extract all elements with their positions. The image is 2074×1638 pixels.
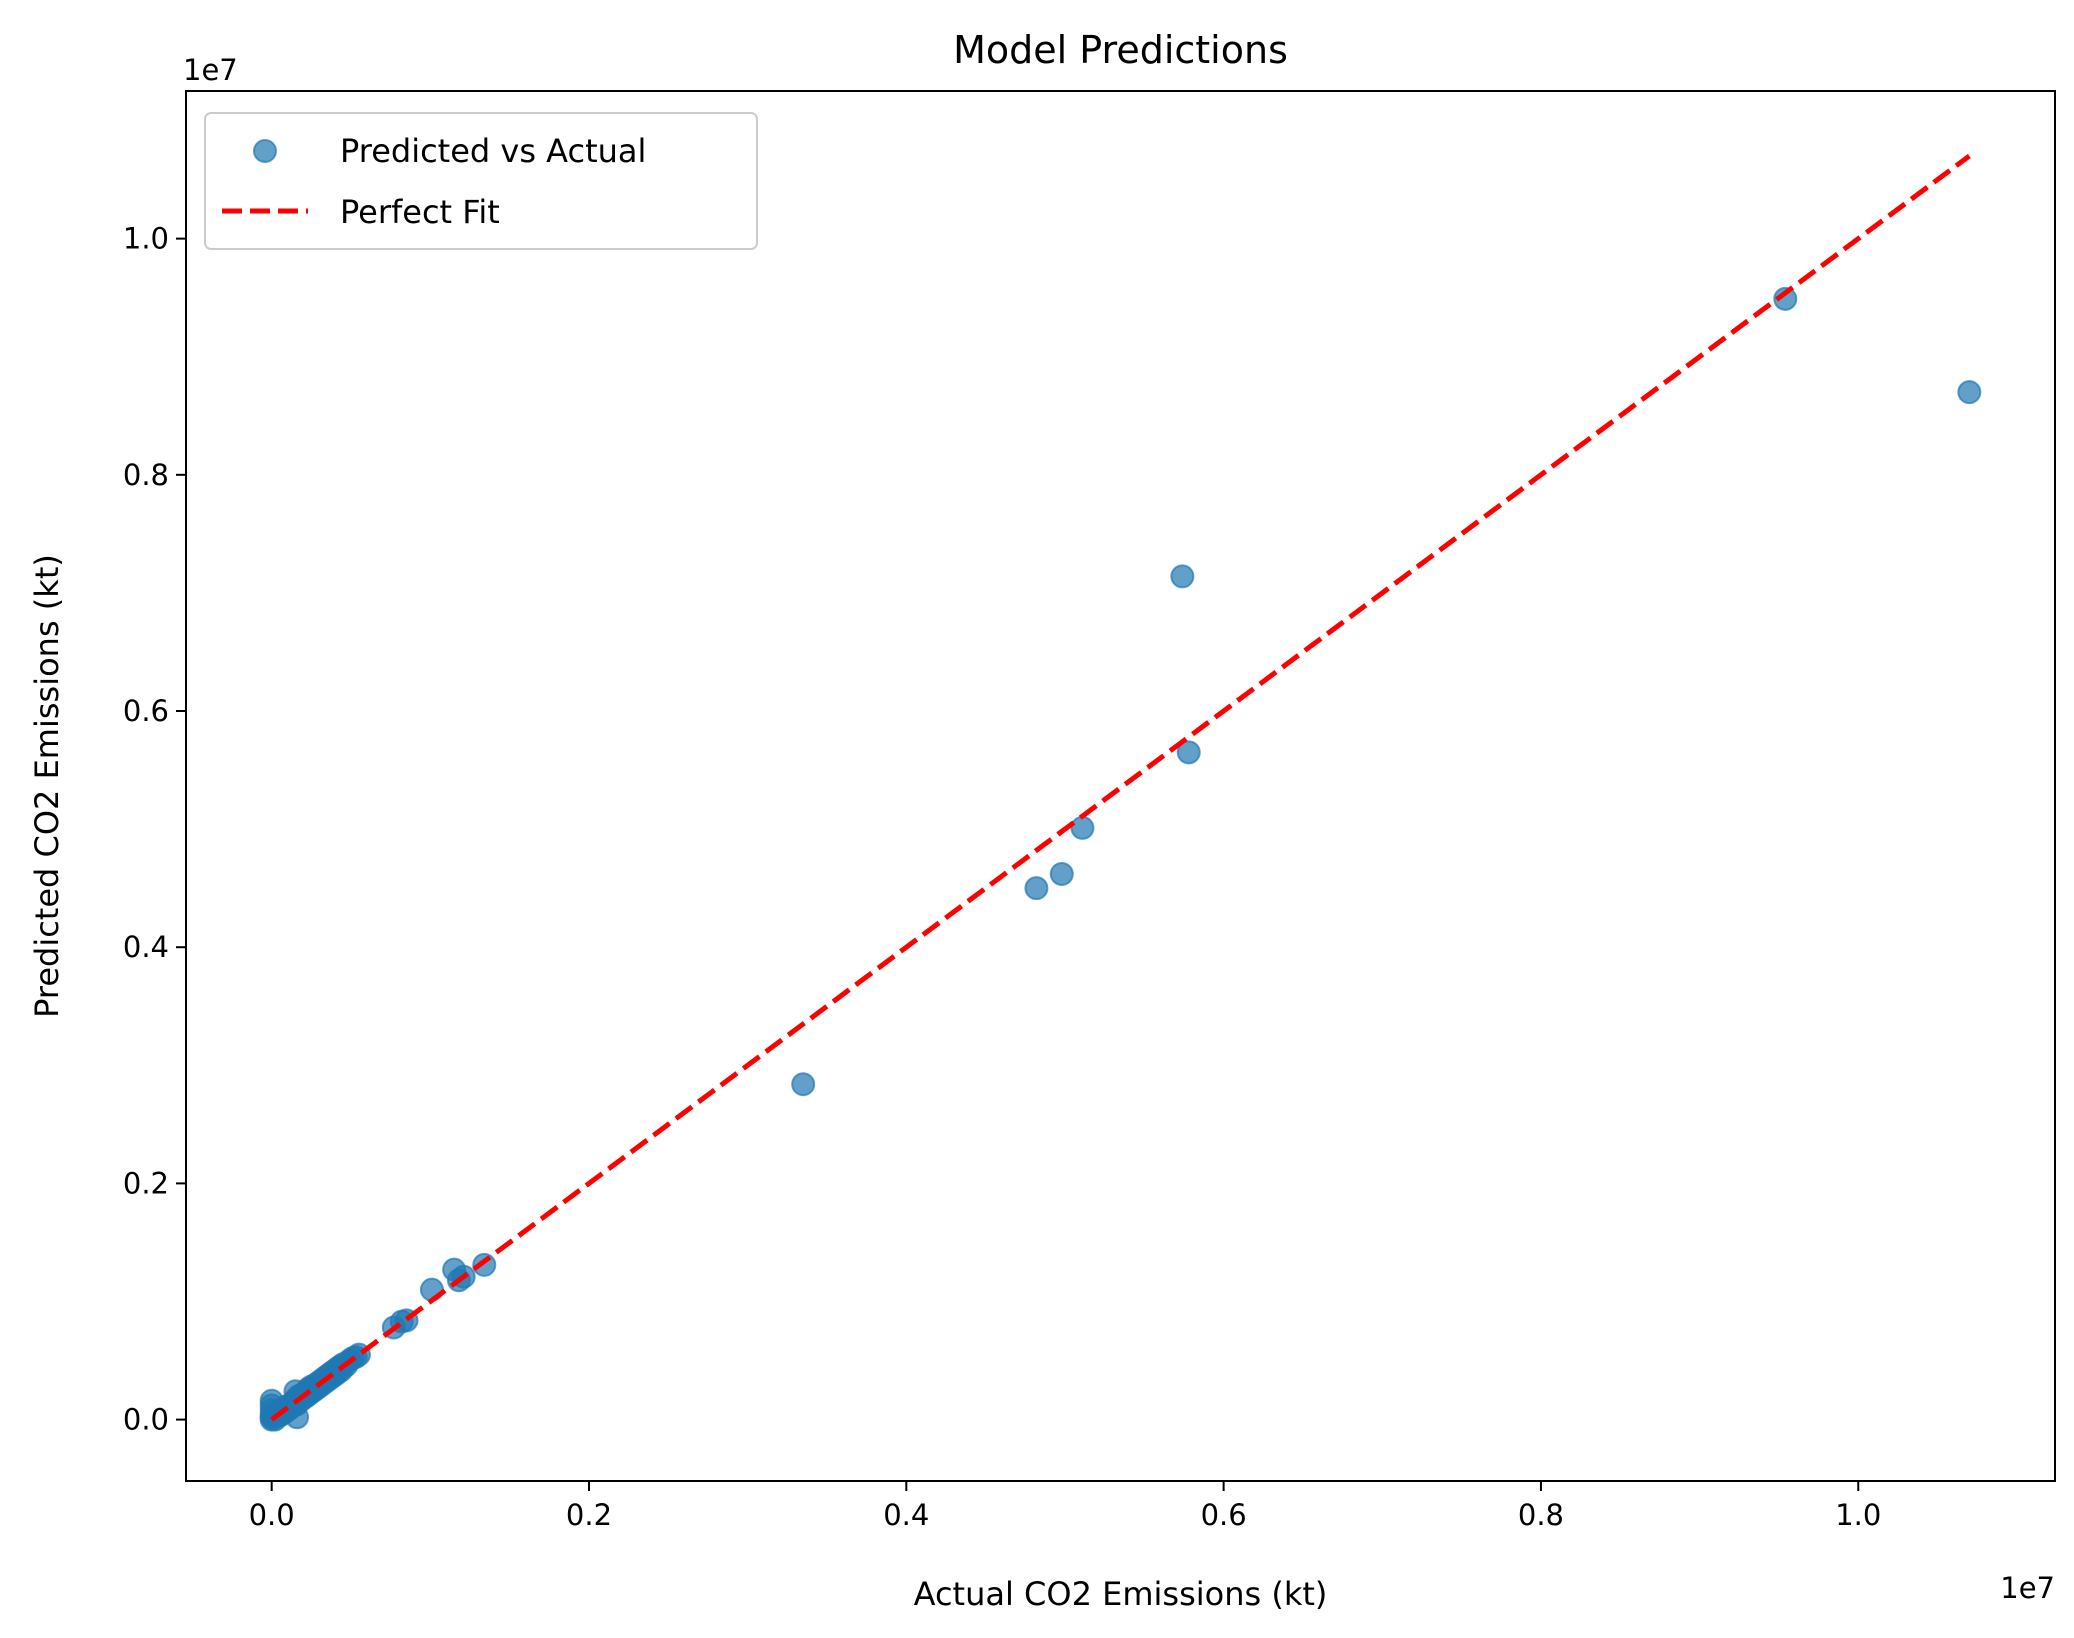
- x-tick-label: 0.4: [883, 1498, 929, 1532]
- x-axis-offset-label: 1e7: [2000, 1571, 2055, 1605]
- scatter-point: [1024, 876, 1049, 901]
- x-tick-label: 0.6: [1201, 1498, 1247, 1532]
- chart-title: Model Predictions: [953, 28, 1288, 72]
- y-tick-label: 0.8: [123, 458, 169, 492]
- legend-label-scatter: Predicted vs Actual: [340, 132, 646, 170]
- scatter-point: [1070, 815, 1095, 840]
- legend: Predicted vs Actual Perfect Fit: [204, 112, 758, 250]
- y-axis-offset-label: 1e7: [183, 53, 238, 87]
- y-tick-label: 1.0: [123, 222, 169, 256]
- legend-label-line: Perfect Fit: [340, 193, 500, 231]
- x-axis-ticks: 0.0 0.2 0.4 0.6 0.8 1.0: [249, 1481, 1881, 1532]
- y-axis-ticks: 0.0 0.2 0.4 0.6 0.8 1.0: [123, 222, 186, 1437]
- x-tick-label: 0.8: [1518, 1498, 1564, 1532]
- scatter-point: [1049, 861, 1074, 886]
- legend-box: [204, 112, 758, 250]
- legend-marker-scatter: [253, 139, 277, 163]
- y-tick-label: 0.4: [123, 930, 169, 964]
- perfect-fit-line: [270, 153, 1971, 1422]
- scatter-point: [1170, 564, 1195, 589]
- plot-area: [259, 153, 1982, 1432]
- x-tick-label: 1.0: [1835, 1498, 1881, 1532]
- scatter-point: [1957, 380, 1982, 405]
- scatter-point: [1773, 286, 1798, 311]
- y-tick-label: 0.2: [123, 1166, 169, 1200]
- scatter-point: [791, 1072, 816, 1097]
- x-tick-label: 0.0: [249, 1498, 295, 1532]
- y-axis-label: Predicted CO2 Emissions (kt): [28, 554, 66, 1018]
- x-tick-label: 0.2: [566, 1498, 612, 1532]
- y-tick-label: 0.0: [123, 1403, 169, 1437]
- x-axis-label: Actual CO2 Emissions (kt): [914, 1575, 1328, 1613]
- scatter-point: [1176, 740, 1201, 765]
- y-tick-label: 0.6: [123, 694, 169, 728]
- plot-frame: [185, 90, 2056, 1482]
